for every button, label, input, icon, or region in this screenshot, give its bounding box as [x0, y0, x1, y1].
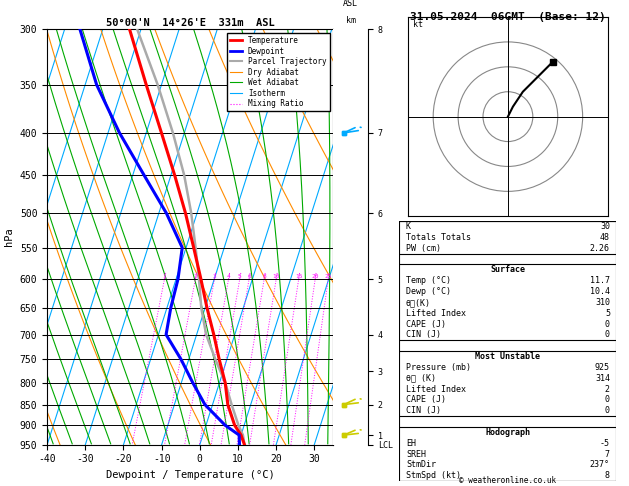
Text: 20: 20: [311, 274, 319, 279]
Text: Hodograph: Hodograph: [486, 428, 530, 437]
Text: 8: 8: [605, 471, 610, 480]
X-axis label: Dewpoint / Temperature (°C): Dewpoint / Temperature (°C): [106, 470, 275, 480]
Text: 10: 10: [272, 274, 280, 279]
Text: 8: 8: [262, 274, 266, 279]
Text: 25: 25: [325, 274, 332, 279]
Text: 5: 5: [605, 309, 610, 318]
Text: 4: 4: [226, 274, 230, 279]
Text: 0: 0: [605, 320, 610, 329]
Text: EH: EH: [406, 439, 416, 448]
Text: Totals Totals: Totals Totals: [406, 233, 471, 242]
Text: 5: 5: [238, 274, 242, 279]
Text: 925: 925: [595, 363, 610, 372]
Text: 48: 48: [600, 233, 610, 242]
Text: 0: 0: [605, 330, 610, 339]
Text: CAPE (J): CAPE (J): [406, 396, 446, 404]
Text: 30: 30: [600, 222, 610, 231]
Text: 6: 6: [247, 274, 251, 279]
Text: Pressure (mb): Pressure (mb): [406, 363, 471, 372]
Text: km: km: [346, 16, 355, 25]
Text: Surface: Surface: [491, 265, 525, 275]
Text: SREH: SREH: [406, 450, 426, 459]
Text: Dewp (°C): Dewp (°C): [406, 287, 451, 296]
Text: Temp (°C): Temp (°C): [406, 276, 451, 285]
Text: 2: 2: [605, 384, 610, 394]
Text: 314: 314: [595, 374, 610, 382]
Text: PW (cm): PW (cm): [406, 243, 441, 253]
Text: CIN (J): CIN (J): [406, 406, 441, 415]
Text: CIN (J): CIN (J): [406, 330, 441, 339]
Text: CAPE (J): CAPE (J): [406, 320, 446, 329]
Text: 310: 310: [595, 298, 610, 307]
Text: © weatheronline.co.uk: © weatheronline.co.uk: [459, 476, 557, 485]
Text: K: K: [406, 222, 411, 231]
Text: 2.26: 2.26: [590, 243, 610, 253]
Text: ASL: ASL: [343, 0, 358, 8]
Text: 31.05.2024  06GMT  (Base: 12): 31.05.2024 06GMT (Base: 12): [410, 12, 606, 22]
Text: kt: kt: [413, 20, 423, 29]
Text: StmSpd (kt): StmSpd (kt): [406, 471, 461, 480]
Text: 7: 7: [605, 450, 610, 459]
Title: 50°00'N  14°26'E  331m  ASL: 50°00'N 14°26'E 331m ASL: [106, 18, 275, 28]
Legend: Temperature, Dewpoint, Parcel Trajectory, Dry Adiabat, Wet Adiabat, Isotherm, Mi: Temperature, Dewpoint, Parcel Trajectory…: [227, 33, 330, 111]
Text: Lifted Index: Lifted Index: [406, 309, 466, 318]
Text: StmDir: StmDir: [406, 460, 436, 469]
Text: 2: 2: [194, 274, 198, 279]
Text: 10.4: 10.4: [590, 287, 610, 296]
Text: 3: 3: [213, 274, 216, 279]
Text: 1: 1: [162, 274, 166, 279]
Text: θᴇ (K): θᴇ (K): [406, 374, 436, 382]
Text: θᴇ(K): θᴇ(K): [406, 298, 431, 307]
Text: 237°: 237°: [590, 460, 610, 469]
Text: 0: 0: [605, 406, 610, 415]
Text: 11.7: 11.7: [590, 276, 610, 285]
Text: 15: 15: [295, 274, 303, 279]
Text: Most Unstable: Most Unstable: [476, 352, 540, 361]
Text: -5: -5: [600, 439, 610, 448]
Y-axis label: hPa: hPa: [4, 227, 14, 246]
Text: 0: 0: [605, 396, 610, 404]
Text: Lifted Index: Lifted Index: [406, 384, 466, 394]
